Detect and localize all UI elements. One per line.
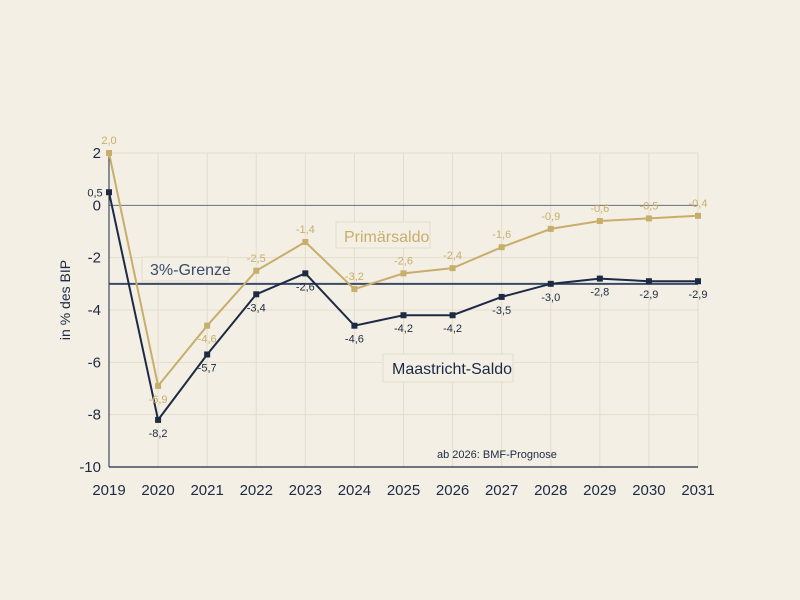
data-point: [351, 286, 358, 293]
data-label: 0,5: [87, 187, 102, 199]
data-label: -0,6: [590, 203, 609, 215]
y-tick-label: -8: [88, 407, 101, 424]
data-label: -3,5: [492, 305, 511, 317]
data-label: -2,4: [443, 250, 462, 262]
data-point: [155, 416, 162, 423]
x-tick-label: 2028: [534, 482, 567, 499]
data-point: [596, 218, 603, 225]
x-tick-label: 2027: [485, 482, 518, 499]
data-label: 2,0: [101, 135, 116, 147]
x-tick-label: 2025: [387, 482, 420, 499]
data-point: [106, 189, 112, 196]
data-point: [498, 293, 505, 300]
data-label: -3,4: [247, 302, 266, 314]
x-tick-label: 2023: [289, 482, 322, 499]
data-label: -2,8: [590, 287, 609, 299]
data-point: [400, 270, 407, 277]
x-tick-label: 2022: [240, 482, 273, 499]
x-tick-label: 2029: [583, 482, 616, 499]
x-tick-label: 2024: [338, 482, 371, 499]
y-tick-label: -10: [79, 459, 101, 476]
data-point: [204, 351, 211, 358]
data-label: -8,2: [149, 428, 168, 440]
y-tick-label: 0: [93, 197, 101, 214]
data-point: [400, 312, 407, 319]
y-tick-label: -6: [88, 354, 101, 371]
data-labels: 2,0 -6,9 -4,6 -2,5 -1,4 -3,2 -2,6 -2,4 -1,6 -0,9 -…: [87, 135, 707, 440]
x-tick-label: 2021: [190, 482, 223, 499]
x-tick-label: 2031: [681, 482, 714, 499]
data-point: [253, 267, 260, 274]
data-point: [253, 291, 260, 298]
y-tick-label: -2: [88, 250, 101, 267]
x-tick-label: 2019: [92, 482, 125, 499]
data-label: -3,2: [345, 271, 364, 283]
data-label: -4,2: [394, 323, 413, 335]
data-point: [547, 225, 554, 232]
data-point: [645, 215, 652, 222]
maastricht-label-box: [382, 353, 514, 383]
series-group: [106, 150, 701, 423]
y-tick-label: 2: [93, 145, 101, 162]
data-label: -0,4: [689, 198, 708, 210]
data-point: [498, 244, 505, 251]
data-point: [351, 322, 358, 329]
data-point: [449, 312, 456, 319]
data-label: -4,6: [198, 334, 217, 346]
data-label: -1,6: [492, 229, 511, 241]
data-label: -0,5: [639, 200, 658, 212]
data-label: -2,6: [394, 255, 413, 267]
reference-line-label-box: [141, 256, 229, 282]
data-label: -2,6: [296, 281, 315, 293]
data-label: -5,7: [198, 362, 217, 374]
primaersaldo-label-box: [335, 221, 431, 249]
x-tick-label: 2020: [141, 482, 174, 499]
data-point: [106, 150, 112, 156]
reference-line-legend: 3%-Grenze: [141, 256, 231, 282]
data-label: -3,0: [541, 292, 560, 304]
primaersaldo-series-label: Primärsaldo: [344, 229, 429, 246]
data-point: [596, 275, 603, 282]
x-tick-label: 2030: [632, 482, 665, 499]
x-tick-label: 2026: [436, 482, 469, 499]
maastricht-series-label: Maastricht-Saldo: [392, 361, 512, 378]
forecast-annotation: ab 2026: BMF-Prognose: [437, 449, 557, 461]
data-point: [645, 278, 652, 285]
data-label: -1,4: [296, 224, 315, 236]
data-point: [449, 265, 456, 272]
data-point: [547, 280, 554, 287]
grid: [108, 152, 699, 468]
y-tick-label: -4: [88, 302, 101, 319]
data-point: [302, 238, 309, 245]
data-point: [155, 382, 162, 389]
data-point: [204, 322, 211, 329]
reference-line-label: 3%-Grenze: [150, 262, 231, 279]
data-point: [695, 212, 701, 219]
series-legend-primaersaldo: Primärsaldo: [335, 221, 431, 249]
data-label: -4,2: [443, 323, 462, 335]
data-label: -2,9: [639, 289, 658, 301]
y-axis-label: in % des BIP: [57, 260, 73, 340]
data-label: -2,9: [689, 289, 708, 301]
axes: 2 0 -2 -4 -6 -8 -10 2019 2020 2021 2022 2023 2024 202…: [79, 145, 714, 499]
series-legend-maastricht: Maastricht-Saldo: [382, 353, 514, 383]
data-label: -4,6: [345, 334, 364, 346]
data-label: -6,9: [149, 394, 168, 406]
data-point: [695, 278, 701, 285]
data-point: [302, 270, 309, 277]
data-label: -0,9: [541, 211, 560, 223]
data-label: -2,5: [247, 253, 266, 265]
